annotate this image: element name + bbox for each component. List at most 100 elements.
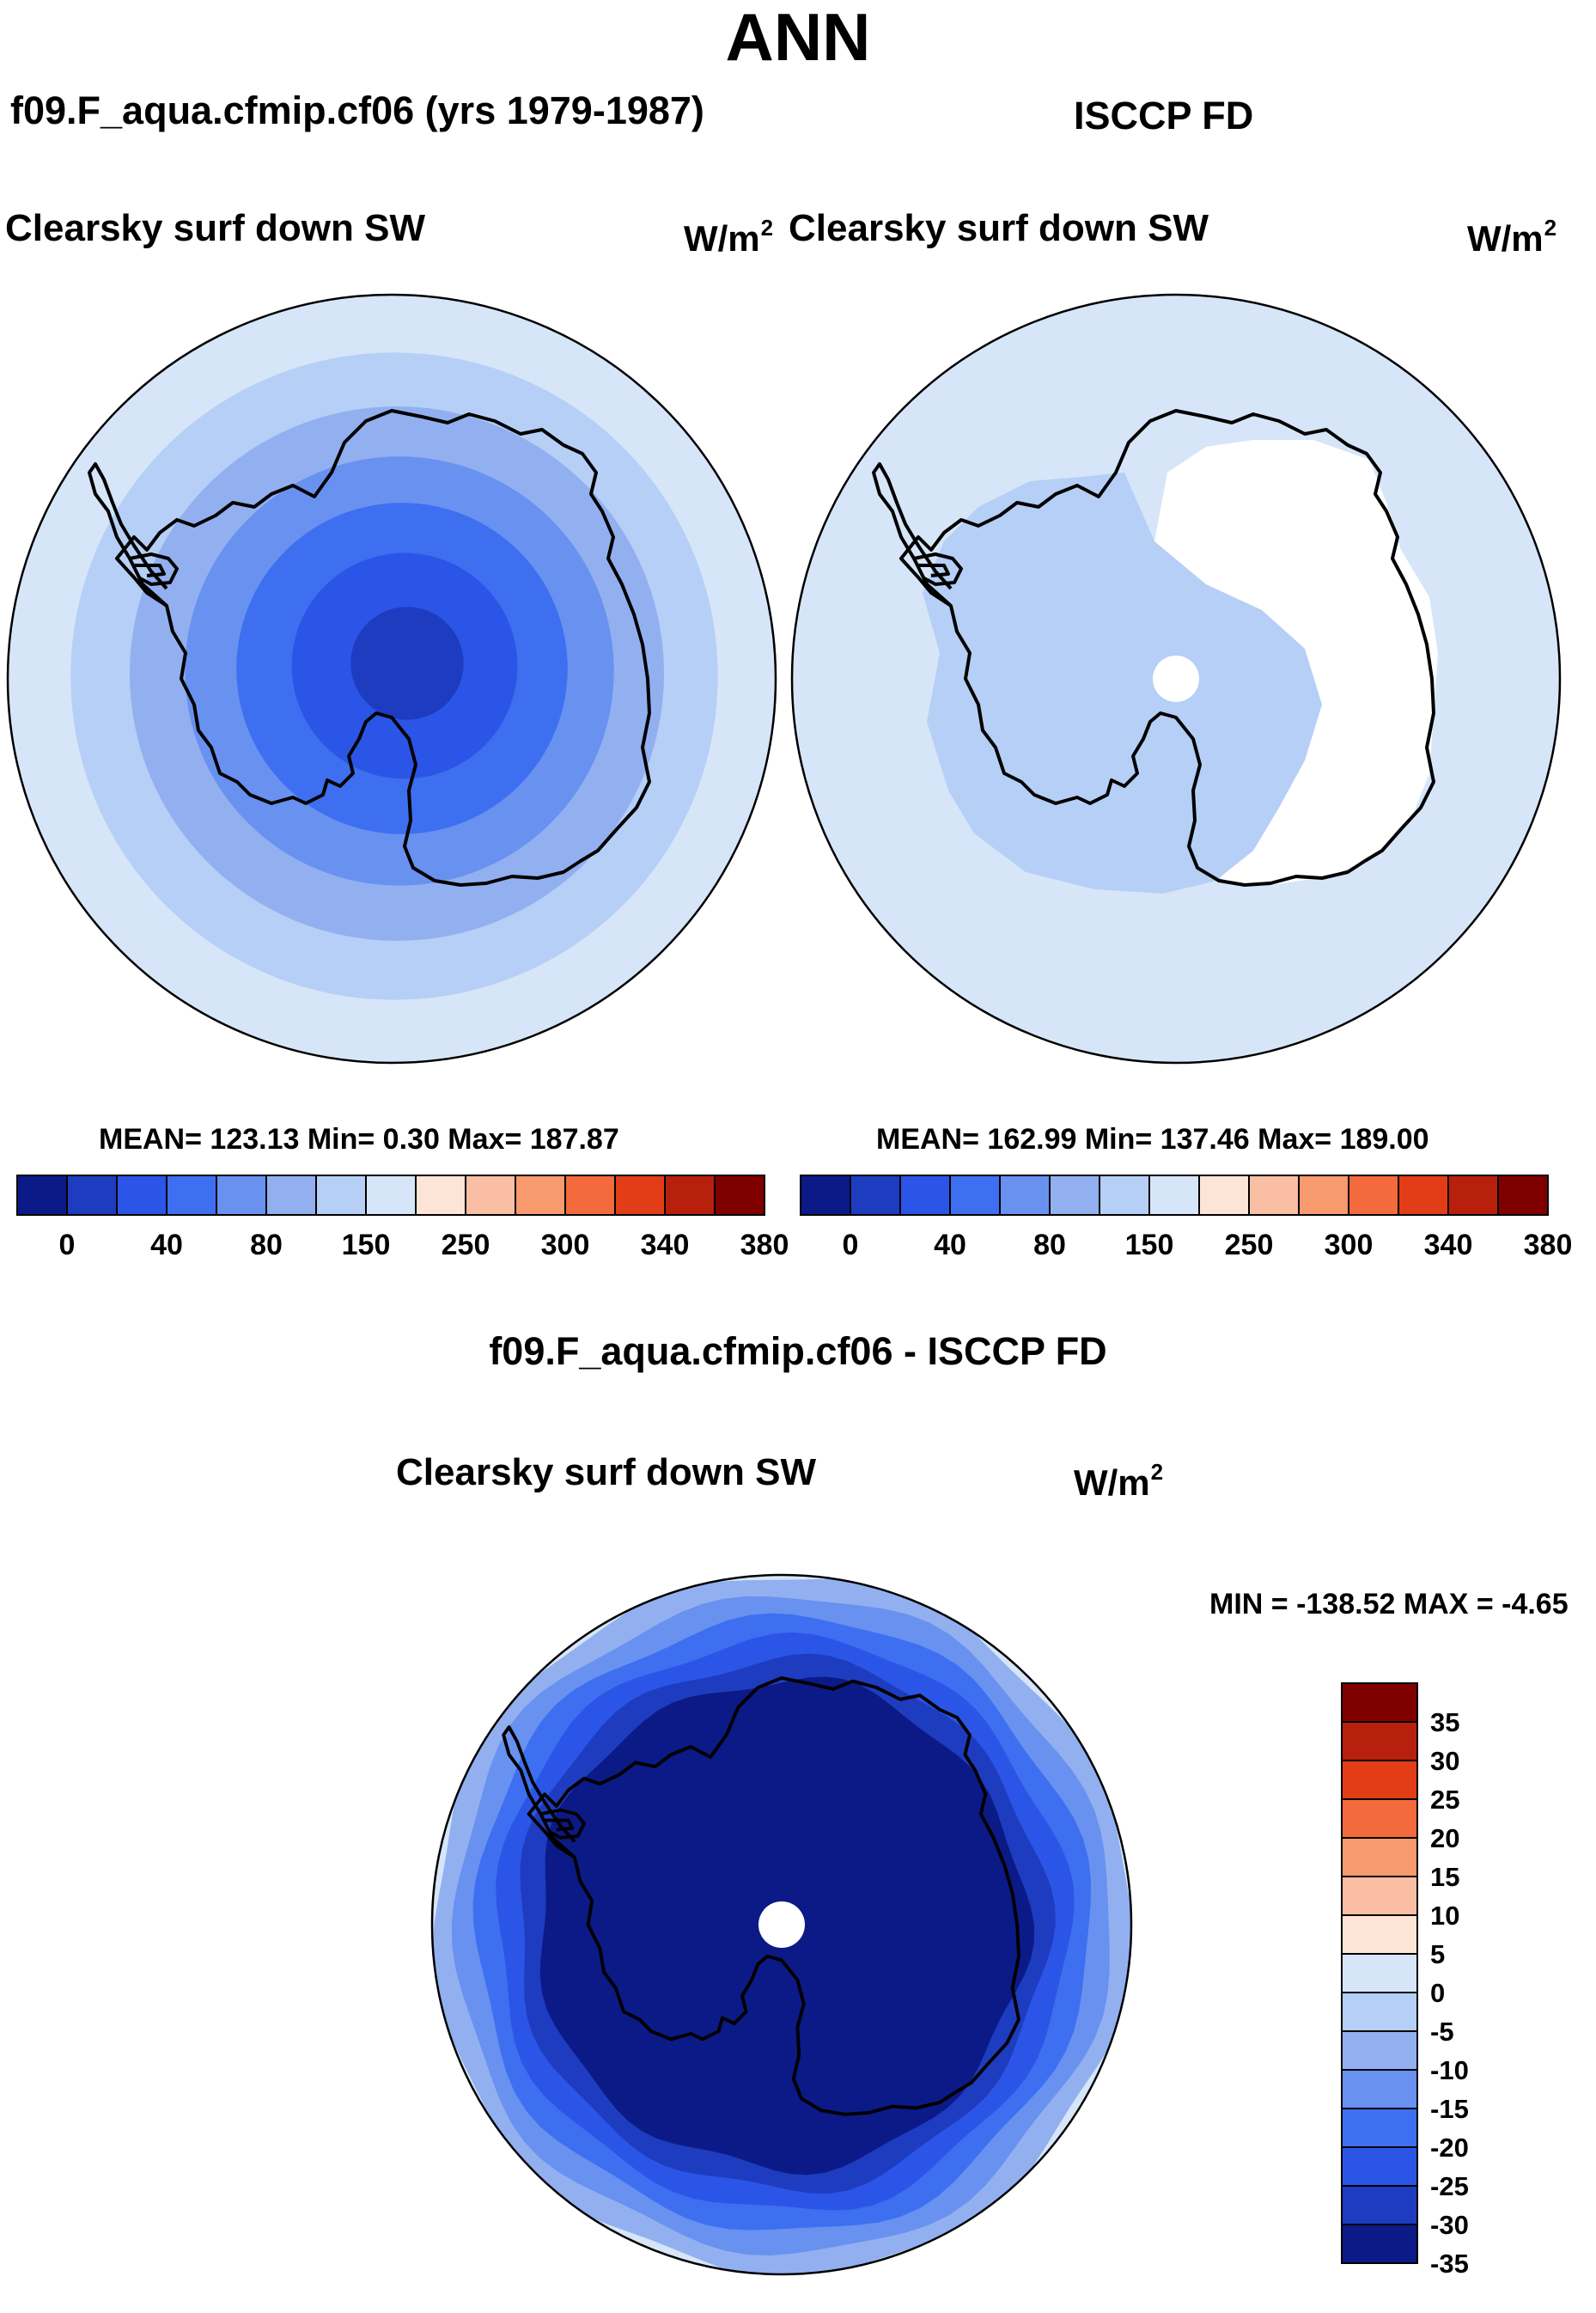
right-colorbar-tick-label: 40: [934, 1229, 966, 1261]
diff-colorbar-tick-label: -35: [1430, 2249, 1469, 2279]
diff-colorbar-swatch-8: [1341, 1992, 1418, 2032]
left-colorbar-tick-label: 80: [250, 1229, 283, 1261]
left-polar-map: [6, 293, 777, 1065]
right-colorbar-tick-label: 300: [1325, 1229, 1374, 1261]
right-region-east-antarctica: [1154, 440, 1438, 885]
diff-colorbar-tick-label: -20: [1430, 2133, 1469, 2163]
right-colorbar-swatch-12: [1398, 1175, 1449, 1216]
diff-colorbar-swatch-14: [1341, 2224, 1418, 2264]
right-colorbar-swatch-5: [1049, 1175, 1100, 1216]
left-colorbar-swatch-1: [66, 1175, 118, 1216]
diff-colorbar-swatch-9: [1341, 2030, 1418, 2071]
diff-polar-map: [430, 1573, 1133, 2276]
diff-colorbar-tick-label: 20: [1430, 1823, 1459, 1853]
right-units-label: W/m2: [1467, 215, 1557, 259]
diff-colorbar-swatch-0: [1341, 1682, 1418, 1723]
left-colorbar-tick-label: 150: [342, 1229, 391, 1261]
right-colorbar-swatch-13: [1447, 1175, 1499, 1216]
left-colorbar-swatch-5: [265, 1175, 317, 1216]
diff-colorbar-swatch-13: [1341, 2185, 1418, 2225]
diff-colorbar-tick-label: 30: [1430, 1746, 1459, 1776]
left-colorbar-swatch-7: [365, 1175, 417, 1216]
left-units-label: W/m2: [684, 215, 774, 259]
right-colorbar-swatch-14: [1497, 1175, 1549, 1216]
left-colorbar-swatch-2: [116, 1175, 168, 1216]
diff-colorbar-swatch-7: [1341, 1953, 1418, 1993]
diff-colorbar-tick-label: 10: [1430, 1901, 1459, 1931]
diff-colorbar-swatch-1: [1341, 1721, 1418, 1761]
left-colorbar-tick-label: 0: [59, 1229, 76, 1261]
left-colorbar-swatch-13: [664, 1175, 716, 1216]
main-title: ANN: [725, 0, 871, 75]
diff-case-title: f09.F_aqua.cfmip.cf06 - ISCCP FD: [489, 1329, 1107, 1373]
diff-colorbar-swatch-6: [1341, 1914, 1418, 1955]
left-colorbar-swatch-10: [515, 1175, 566, 1216]
right-colorbar-swatch-6: [1099, 1175, 1150, 1216]
diff-colorbar-swatch-5: [1341, 1876, 1418, 1916]
left-panel-case-title: f09.F_aqua.cfmip.cf06 (yrs 1979-1987): [10, 88, 704, 132]
right-colorbar-swatch-9: [1248, 1175, 1300, 1216]
left-colorbar: 0 40 80 150 250 300 340 380: [16, 1175, 789, 1261]
diff-colorbar-tick-label: -10: [1430, 2055, 1469, 2085]
right-colorbar-tick-label: 150: [1125, 1229, 1174, 1261]
right-colorbar-swatch-4: [999, 1175, 1051, 1216]
right-colorbar-swatch-10: [1298, 1175, 1349, 1216]
left-colorbar-swatch-11: [564, 1175, 616, 1216]
left-colorbar-swatch-4: [216, 1175, 267, 1216]
right-variable-label: Clearsky surf down SW: [789, 207, 1209, 249]
diff-colorbar-tick-label: 25: [1430, 1785, 1459, 1815]
diff-colorbar-tick-label: -30: [1430, 2210, 1469, 2240]
diff-minmax-stats: MIN = -138.52 MAX = -4.65: [1209, 1588, 1569, 1620]
left-colorbar-tick-label: 40: [150, 1229, 183, 1261]
right-colorbar-swatch-7: [1148, 1175, 1200, 1216]
right-colorbar-tick-label: 0: [843, 1229, 859, 1261]
left-variable-label: Clearsky surf down SW: [5, 207, 426, 249]
right-colorbar-tick-label: 340: [1424, 1229, 1473, 1261]
left-colorbar-swatch-6: [315, 1175, 367, 1216]
diff-colorbar-swatch-2: [1341, 1760, 1418, 1800]
diff-units-label: W/m2: [1074, 1459, 1164, 1503]
diff-map-border: [430, 1573, 1133, 2276]
diff-variable-label: Clearsky surf down SW: [396, 1451, 817, 1493]
diff-colorbar-tick-label: -5: [1430, 2017, 1454, 2047]
left-stats: MEAN= 123.13 Min= 0.30 Max= 187.87: [99, 1123, 619, 1156]
diff-colorbar: 35 30 25 20 15 10 5 0 -5 -10 -15 -20 -25 -30 -35: [1341, 1682, 1469, 2279]
right-colorbar-swatch-1: [850, 1175, 901, 1216]
right-colorbar-tick-label: 250: [1225, 1229, 1274, 1261]
diff-colorbar-tick-label: 35: [1430, 1707, 1459, 1737]
diff-colorbar-tick-label: -25: [1430, 2171, 1469, 2201]
left-colorbar-tick-label: 340: [641, 1229, 690, 1261]
left-colorbar-tick-label: 380: [740, 1229, 789, 1261]
right-colorbar-swatch-11: [1348, 1175, 1399, 1216]
right-map-border: [790, 293, 1562, 1065]
diff-colorbar-swatch-3: [1341, 1798, 1418, 1839]
left-colorbar-swatch-12: [614, 1175, 666, 1216]
right-colorbar-swatch-0: [800, 1175, 851, 1216]
left-colorbar-swatch-3: [166, 1175, 217, 1216]
right-colorbar-tick-label: 80: [1033, 1229, 1066, 1261]
right-panel-case-title: ISCCP FD: [1074, 94, 1254, 137]
diff-colorbar-tick-label: 5: [1430, 1939, 1445, 1969]
right-stats: MEAN= 162.99 Min= 137.46 Max= 189.00: [876, 1123, 1429, 1156]
left-colorbar-swatch-8: [415, 1175, 466, 1216]
right-colorbar-swatch-2: [899, 1175, 951, 1216]
left-colorbar-tick-label: 300: [541, 1229, 590, 1261]
diff-colorbar-swatch-11: [1341, 2108, 1418, 2148]
left-band-0: [350, 607, 464, 720]
diff-colorbar-swatch-10: [1341, 2069, 1418, 2109]
right-polar-map: [790, 293, 1562, 1065]
right-pole-hole: [1153, 656, 1199, 702]
diff-pole-hole: [758, 1901, 805, 1948]
left-colorbar-swatch-14: [714, 1175, 765, 1216]
right-colorbar: 0 40 80 150 250 300 340 380: [800, 1175, 1572, 1261]
diff-colorbar-tick-label: 15: [1430, 1862, 1459, 1892]
left-map-border: [6, 293, 777, 1065]
right-colorbar-swatch-8: [1198, 1175, 1250, 1216]
diff-colorbar-tick-label: -15: [1430, 2094, 1469, 2124]
diff-colorbar-swatch-12: [1341, 2146, 1418, 2187]
left-colorbar-swatch-0: [16, 1175, 68, 1216]
left-colorbar-tick-label: 250: [442, 1229, 490, 1261]
diff-colorbar-tick-label: 0: [1430, 1978, 1445, 2008]
diff-colorbar-swatch-4: [1341, 1837, 1418, 1877]
